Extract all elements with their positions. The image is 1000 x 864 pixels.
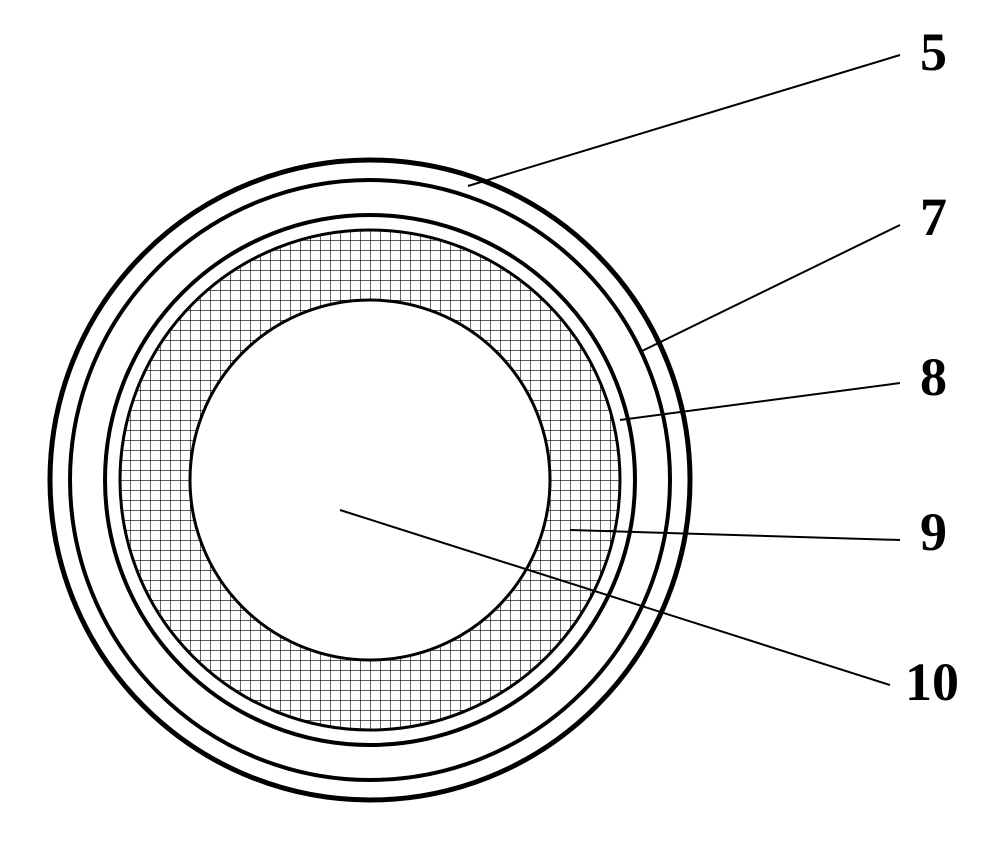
label-7: 7 [920, 187, 947, 247]
label-5: 5 [920, 22, 947, 82]
label-10: 10 [905, 652, 959, 712]
label-9: 9 [920, 502, 947, 562]
cross-section-diagram: 5 7 8 9 10 [0, 0, 1000, 864]
label-8: 8 [920, 347, 947, 407]
ring-hatch_inner [190, 300, 550, 660]
